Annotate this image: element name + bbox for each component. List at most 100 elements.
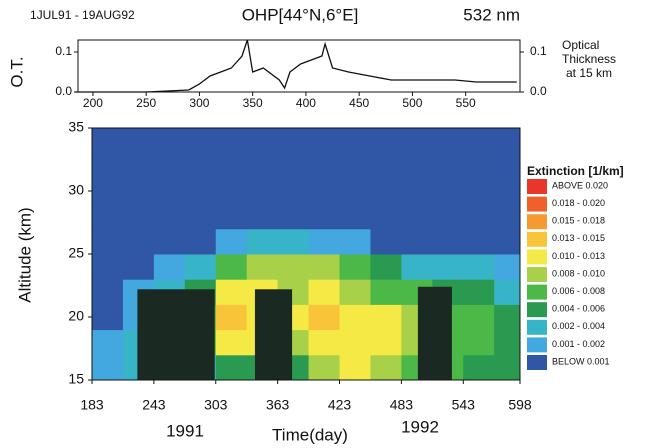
heat-cell	[494, 329, 521, 356]
y2-axis-label: Thickness	[562, 52, 616, 66]
heat-cell	[184, 178, 217, 205]
heat-cell	[432, 228, 464, 255]
legend-title: Extinction [1/km]	[527, 164, 624, 178]
heat-cell	[339, 304, 371, 331]
plot-frame	[77, 39, 521, 93]
y-tick-label: 30	[68, 182, 84, 198]
heat-cell	[246, 178, 279, 205]
heat-cell	[494, 153, 521, 179]
heat-cell	[153, 203, 186, 230]
x-tick-label: 500	[402, 96, 422, 110]
x-tick-label: 200	[83, 96, 103, 110]
heat-cell	[184, 203, 217, 230]
heat-cell	[494, 354, 521, 381]
heat-cell	[339, 128, 371, 154]
heat-cell	[215, 153, 248, 179]
year-label: 1991	[166, 421, 204, 440]
heat-cell	[215, 329, 248, 356]
heat-cell	[308, 203, 341, 230]
legend-swatch	[527, 231, 547, 247]
heat-cell	[122, 153, 155, 179]
heat-cell	[463, 354, 495, 381]
heat-cell	[92, 329, 124, 356]
heat-cell	[215, 203, 248, 230]
heat-cell	[215, 178, 248, 205]
heat-cell	[339, 153, 371, 179]
heat-cell	[92, 203, 124, 230]
heat-cell	[308, 254, 341, 280]
heat-cell	[494, 128, 521, 154]
heat-cell	[339, 178, 371, 205]
no-data-box	[137, 289, 215, 380]
heat-cell	[308, 153, 341, 179]
x-tick-label: 400	[296, 96, 316, 110]
y2-axis-label: at 15 km	[566, 66, 612, 80]
y-tick-label: 0.0	[55, 84, 72, 98]
legend-label: 0.001 - 0.002	[552, 339, 605, 349]
legend-label: 0.002 - 0.004	[552, 321, 605, 331]
heat-cell	[92, 304, 124, 331]
heat-cell	[432, 178, 464, 205]
heat-cell	[122, 128, 155, 154]
heat-cell	[215, 354, 248, 381]
heat-cell	[246, 203, 279, 230]
legend-swatch	[527, 302, 547, 318]
legend-swatch	[527, 319, 547, 335]
heat-cell	[370, 279, 402, 305]
heat-cell	[401, 203, 433, 230]
heat-cell	[463, 153, 495, 179]
no-data-box	[254, 289, 293, 380]
y-tick-label: 0.1	[55, 44, 72, 58]
legend-swatch	[527, 249, 547, 265]
heat-cell	[494, 304, 521, 331]
heat-cell	[432, 254, 464, 280]
x-tick-label: 598	[508, 397, 532, 413]
x-tick-label: 300	[189, 96, 209, 110]
x-tick-label: 543	[452, 397, 476, 413]
heat-cell	[463, 304, 495, 331]
heat-cell	[153, 128, 186, 154]
heat-cell	[308, 279, 341, 305]
heat-cell	[494, 279, 521, 305]
y-tick-label: 15	[68, 371, 84, 387]
heat-cell	[153, 254, 186, 280]
x-tick-label: 303	[204, 397, 228, 413]
legend-label: 0.015 - 0.018	[552, 216, 605, 226]
legend-swatch	[527, 284, 547, 300]
heat-cell	[215, 228, 248, 255]
heat-cell	[277, 228, 310, 255]
x-tick-label: 243	[142, 397, 166, 413]
year-label: 1992	[401, 417, 439, 436]
x-tick-label: 450	[349, 96, 369, 110]
x-axis-label: Time(day)	[272, 425, 348, 444]
chart-title: OHP[44°N,6°E]	[242, 5, 359, 24]
y-tick-label: 25	[68, 245, 84, 261]
heat-cell	[370, 128, 402, 154]
heat-cell	[339, 354, 371, 381]
legend-swatch	[527, 267, 547, 282]
heat-cell	[370, 228, 402, 255]
heat-cell	[122, 178, 155, 205]
heat-cell	[370, 178, 402, 205]
heat-cell	[277, 128, 310, 154]
heat-cell	[153, 153, 186, 179]
heat-cell	[308, 304, 341, 331]
y2-axis-label: Optical	[562, 38, 599, 52]
legend-label: 0.018 - 0.020	[552, 198, 605, 208]
legend-swatch	[527, 196, 547, 212]
heat-cell	[153, 178, 186, 205]
no-data-box	[417, 286, 452, 380]
heat-cell	[494, 178, 521, 205]
legend-label: 0.010 - 0.013	[552, 251, 605, 261]
heat-cell	[463, 279, 495, 305]
heat-cell	[401, 128, 433, 154]
heat-cell	[92, 254, 124, 280]
heat-cell	[308, 354, 341, 381]
legend-swatch	[527, 355, 547, 370]
heat-cell	[246, 254, 279, 280]
legend-swatch	[527, 214, 547, 230]
y-tick-label: 20	[68, 308, 84, 324]
x-tick-label: 250	[136, 96, 156, 110]
x-tick-label: 350	[243, 96, 263, 110]
heat-cell	[463, 203, 495, 230]
